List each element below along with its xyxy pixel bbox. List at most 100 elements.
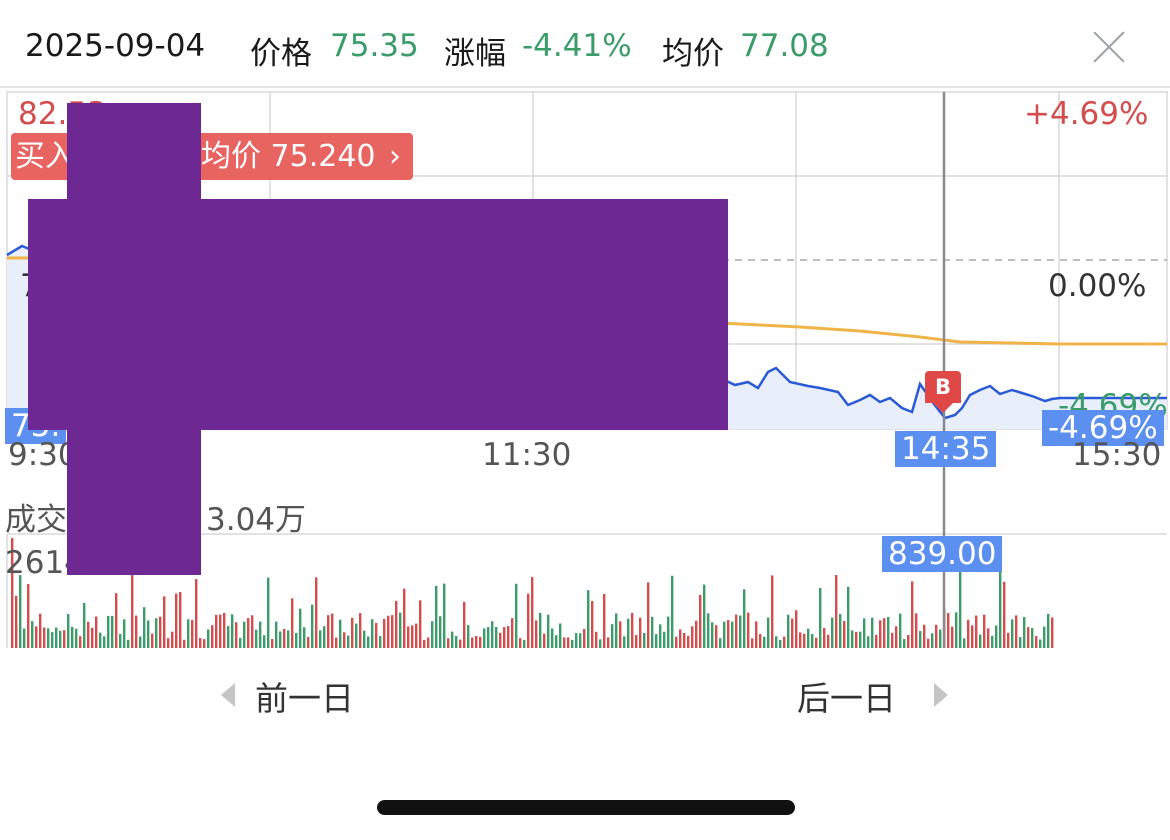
volume-bar [247,618,250,648]
volume-bar [483,628,486,648]
volume-bar [11,538,14,648]
buy-tag-prefix: 买入 [15,139,75,174]
volume-bar [731,621,734,648]
volume-bar [243,621,246,648]
volume-bar [503,627,506,648]
time-mid-label: 11:30 [482,437,572,473]
volume-bar [451,631,454,648]
volume-bar [799,632,802,648]
volume-bar [195,579,198,648]
volume-bar [387,615,390,648]
volume-bar [947,613,950,648]
volume-bar [951,626,954,648]
volume-bar [619,621,622,648]
volume-bar [171,631,174,648]
price-label: 价格 [250,36,312,72]
volume-bar [27,584,30,648]
volume-bar [843,621,846,648]
buy-tag-text: 均价 75.240 [201,139,376,174]
volume-bar [335,637,338,648]
crosshair-volume-tag: 839.00 [882,536,1003,572]
volume-bar [1035,636,1038,648]
volume-label-prefix: 成交 [5,502,67,538]
volume-bar [987,628,990,648]
volume-bar [999,571,1002,648]
volume-bar [935,624,938,648]
volume-bar [239,637,242,648]
volume-bar [59,630,62,648]
volume-bar [763,636,766,648]
volume-bar [259,621,262,648]
volume-bar [499,632,502,648]
volume-bar [967,619,970,648]
date-label: 2025-09-04 [25,28,206,64]
volume-bar [155,618,158,648]
volume-bar [767,617,770,648]
volume-bar [175,593,178,648]
volume-bar [407,626,410,648]
volume-bar [963,638,966,648]
volume-bar [887,616,890,648]
volume-bar [531,577,534,648]
volume-bar [63,630,66,648]
volume-bar [975,615,978,648]
volume-bar [891,632,894,648]
volume-bar [595,631,598,648]
volume-bar [43,627,46,648]
volume-bar [879,620,882,648]
volume-bar [107,615,110,648]
volume-bar [695,620,698,648]
volume-bar [683,632,686,648]
volume-bar [423,639,426,648]
volume-bar [599,639,602,648]
volume-bar [415,623,418,648]
arrow-left-icon[interactable] [221,683,235,707]
pct-low-tag: -4.69% [1042,410,1164,446]
volume-bar [939,629,942,648]
volume-bar [567,637,570,648]
volume-bar [1003,581,1006,648]
volume-bar [703,584,706,648]
volume-bar [1023,616,1026,648]
volume-bar [99,632,102,648]
arrow-right-icon[interactable] [934,683,948,707]
volume-bar [899,613,902,648]
volume-bar [671,575,674,648]
volume-bar [223,612,226,648]
home-indicator[interactable] [377,800,795,815]
volume-bar [471,637,474,648]
volume-bar [119,633,122,648]
volume-bar [455,635,458,648]
volume-bar [87,621,90,648]
volume-bar [1019,637,1022,648]
next-day-button[interactable]: 后一日 [797,679,896,718]
volume-bar [771,575,774,648]
volume-bar [903,639,906,648]
volume-bar [867,636,870,648]
volume-bar [399,612,402,648]
volume-bars [11,538,1054,648]
volume-bar [1043,626,1046,648]
prev-day-button[interactable]: 前一日 [255,679,354,718]
buy-marker-icon[interactable]: B [925,371,961,413]
volume-bar [723,621,726,648]
volume-bar [699,594,702,648]
volume-bar [883,618,886,648]
avg-value: 77.08 [740,28,829,64]
volume-bar [807,628,810,648]
volume-bar [127,639,130,648]
volume-bar [495,626,498,648]
volume-bar [351,617,354,648]
volume-bar [375,622,378,648]
volume-bar [211,625,214,648]
volume-bar [615,613,618,648]
volume-bar [131,572,134,648]
volume-bar [991,635,994,648]
volume-bar [847,586,850,648]
volume-bar [55,627,58,648]
volume-bar [611,624,614,648]
volume-bar [959,569,962,648]
chevron-right-icon: › [389,139,401,174]
volume-bar [571,639,574,648]
volume-bar [391,615,394,648]
